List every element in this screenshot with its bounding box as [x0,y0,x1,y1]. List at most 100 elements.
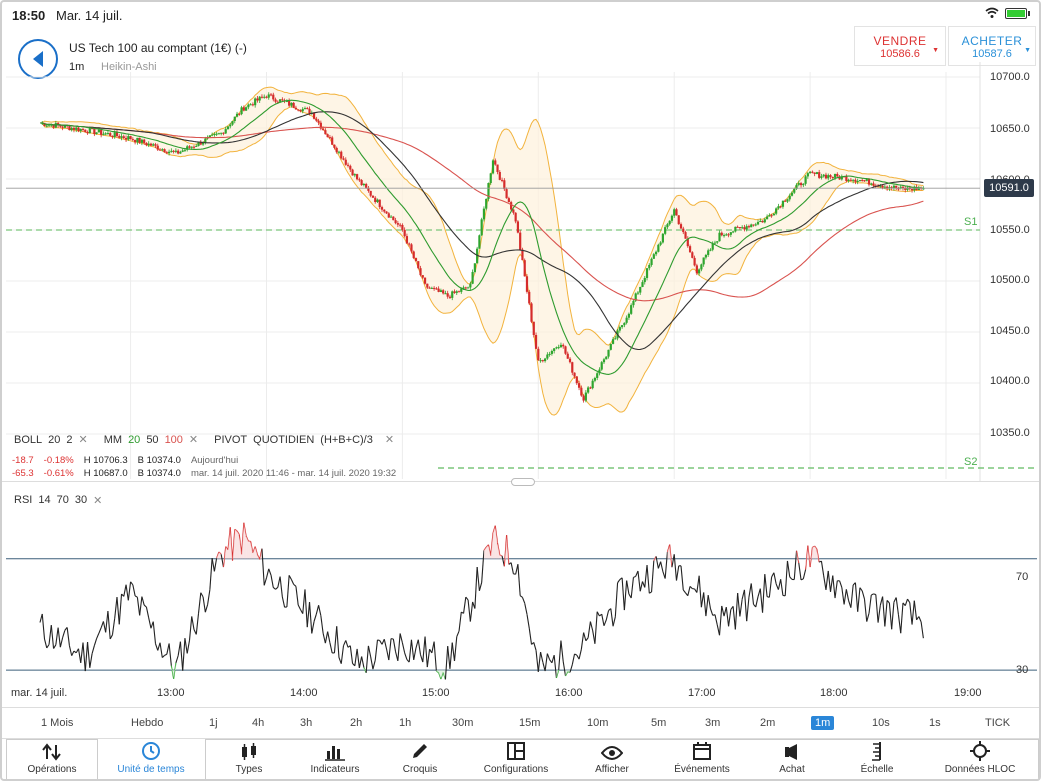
display-button[interactable]: Afficher [578,739,646,779]
candle-body [299,110,302,112]
mm20-line [39,99,924,375]
timeframe-button[interactable]: Unité de temps [102,739,200,779]
stat-change: -65.3 [12,468,34,479]
rsi-line-segment [739,599,743,617]
candle-body [442,290,445,294]
stats-row-range: -65.3 -0.61% H 10687.0 B 10374.0 mar. 14… [12,468,396,479]
candle-body [883,186,886,188]
remove-boll-button[interactable]: ✕ [78,434,88,446]
mm-label[interactable]: MM [103,433,123,446]
remove-rsi-button[interactable]: ✕ [93,495,103,507]
rsi-line-segment [696,575,700,593]
rsi-line-segment [494,525,499,544]
timeframe-1h[interactable]: 1h [399,717,412,729]
rsi-oversold-fill [440,670,444,680]
types-button[interactable]: Types [212,739,286,779]
candle-body [802,183,805,186]
rsi-line-segment [884,600,888,627]
rsi-line-segment [213,557,218,572]
candle-body [879,185,882,187]
rsi-line-segment [619,577,623,580]
scale-button[interactable]: Échelle [842,739,912,779]
rsi-line-segment [311,621,315,634]
timeframe-15m[interactable]: 15m [519,717,541,729]
rsi-line-segment [449,642,453,669]
timeframe-30m[interactable]: 30m [452,717,474,729]
timeframe-10s[interactable]: 10s [872,717,890,729]
hloc-data-button[interactable]: Données HLOC [934,739,1026,779]
rsi-line-segment [506,535,510,565]
candle-body [654,251,658,255]
rsi-line-segment [48,625,52,645]
candle-body [777,206,780,209]
timeframe-hebdo[interactable]: Hebdo [131,717,164,729]
rsi-line-segment [897,614,902,634]
rsi-line-segment [560,640,564,662]
rsi-label[interactable]: RSI [14,494,33,506]
timeframe-1-mois[interactable]: 1 Mois [41,717,74,729]
candle-body [480,219,483,236]
rsi-line-segment [918,616,922,623]
rsi-line-segment [605,610,610,621]
rsi-oversold-fill [171,665,174,679]
candle-body [272,94,275,100]
buy-button[interactable]: ACHETER 10587.6 ▼ [948,26,1036,66]
remove-pivot-button[interactable]: ✕ [384,434,395,446]
timeframe-2h[interactable]: 2h [350,717,363,729]
rsi-line-segment [707,595,711,609]
rsi-line-segment [487,544,492,556]
stat-high: H 10706.3 [83,455,128,466]
rsi-overbought-fill [257,554,260,560]
boll-label[interactable]: BOLL [14,433,43,446]
remove-mm-button[interactable]: ✕ [188,434,199,446]
candle-body [56,123,60,126]
candle-body [120,136,123,138]
configurations-button[interactable]: Configurations [472,739,560,779]
events-button[interactable]: Événements [662,739,742,779]
buy-tool-label: Achat [779,764,805,775]
candle-body [768,215,771,217]
candle-body [195,145,198,147]
timeframe-10m[interactable]: 10m [587,717,609,729]
pivot-label[interactable]: PIVOT [214,433,248,446]
rsi-line-segment [771,572,775,578]
pane-resize-handle[interactable] [511,478,535,486]
rsi-line-segment [216,551,220,559]
rsi-line-segment [508,562,512,565]
clock-icon [142,742,160,760]
timeframe-4h[interactable]: 4h [252,717,265,729]
rsi-line-segment [814,545,818,550]
timeframe-tick[interactable]: TICK [985,717,1011,729]
timeframe-1s[interactable]: 1s [929,717,941,729]
stat-period: Aujourd'hui [190,455,239,466]
rsi-line-segment [795,550,800,564]
candle-body [149,143,153,146]
back-button[interactable] [18,39,58,79]
candle-body [469,283,472,288]
timeframe-3h[interactable]: 3h [300,717,313,729]
rsi-overbought-fill [216,551,219,559]
rsi-line-segment [649,591,652,594]
candle-body [487,183,490,199]
events-label: Événements [674,764,730,775]
sell-button[interactable]: VENDRE 10586.6 ▼ [854,26,946,66]
candle-body [222,132,225,134]
price-tick-label: 10450.0 [990,325,1030,337]
timeframe-1m[interactable]: 1m [811,716,835,730]
mm-param: 20 [128,433,141,446]
rsi-line-segment [209,558,213,590]
rsi-line-segment [877,605,881,623]
price-chart[interactable] [2,2,1041,482]
rsi-line-segment [515,564,519,575]
sketch-button[interactable]: Croquis [384,739,456,779]
timeframe-1j[interactable]: 1j [209,717,218,729]
candle-body [503,180,506,190]
buy-tool-button[interactable]: Achat [760,739,824,779]
timeframe-3m[interactable]: 3m [705,717,721,729]
indicators-button[interactable]: Indicateurs [292,739,378,779]
timeframe-5m[interactable]: 5m [651,717,667,729]
operations-button[interactable]: Opérations [8,739,96,779]
candle-body [523,260,526,277]
rsi-oversold-fill [556,669,559,678]
timeframe-2m[interactable]: 2m [760,717,776,729]
